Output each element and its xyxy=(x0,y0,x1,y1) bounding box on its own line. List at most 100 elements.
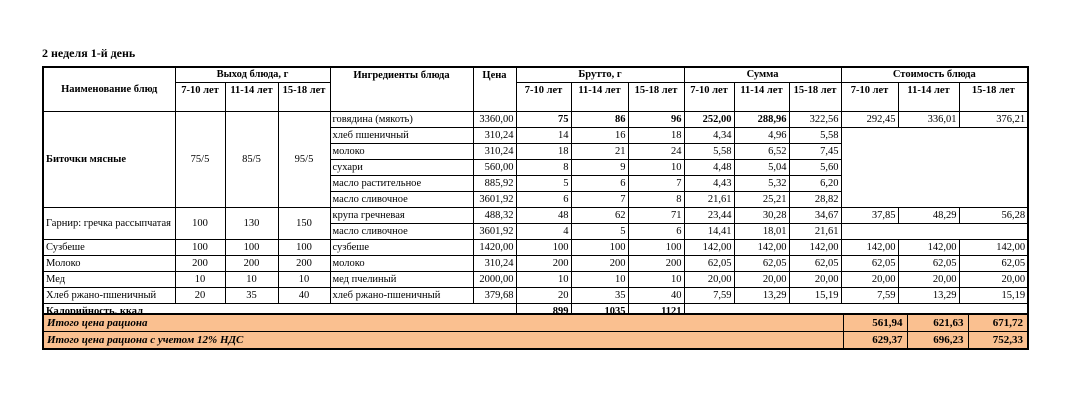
cell-sum: 23,44 xyxy=(683,207,735,224)
totals-row-vat: Итого цена рациона с учетом 12% НДС 629,… xyxy=(42,331,1029,350)
cell-sum: 4,48 xyxy=(683,159,735,176)
cell-cost: 62,05 xyxy=(958,255,1029,272)
col-header-age-7-10: 7-10 лет xyxy=(840,82,899,112)
cell-price: 310,24 xyxy=(472,143,517,160)
table-row: Биточки мясные 75/5 85/5 95/5 говядина (… xyxy=(42,111,1029,208)
col-header-age-11-14: 11-14 лет xyxy=(733,82,790,112)
table-row: Хлеб ржано-пшеничный 20 35 40 хлеб ржано… xyxy=(42,287,1029,304)
cell-cost: 20,00 xyxy=(840,271,899,288)
sheet-title: 2 неделя 1-й день xyxy=(42,46,136,60)
cell-ingredient: хлеб пшеничный xyxy=(329,127,474,144)
cell-output: 40 xyxy=(277,287,331,304)
cell-price: 560,00 xyxy=(472,159,517,176)
cell-gross: 40 xyxy=(627,287,685,304)
cell-output: 10 xyxy=(277,271,331,288)
cell-sum: 4,34 xyxy=(683,127,735,144)
menu-table: Наименование блюд Выход блюда, г Ингреди… xyxy=(42,66,1030,321)
cell-gross: 6 xyxy=(515,191,572,208)
cell-gross: 86 xyxy=(570,111,629,128)
cell-output: 150 xyxy=(277,207,331,240)
table-row: молоко 310,24 18 21 24 5,58 6,52 7,45 xyxy=(43,143,1028,160)
cell-cost: 62,05 xyxy=(840,255,899,272)
cell-cost: 20,00 xyxy=(958,271,1029,288)
cell-gross: 10 xyxy=(627,271,685,288)
cell-ingredient: хлеб ржано-пшеничный xyxy=(329,287,474,304)
cell-output: 100 xyxy=(277,239,331,256)
totals-row: Итого цена рациона 561,94 621,63 671,72 xyxy=(42,313,1029,332)
totals-table: Итого цена рациона 561,94 621,63 671,72 … xyxy=(42,313,1029,350)
cell-output: 10 xyxy=(224,271,279,288)
total-value: 752,33 xyxy=(967,331,1029,350)
cell-sum: 142,00 xyxy=(733,239,790,256)
cell-output: 20 xyxy=(174,287,226,304)
cell-gross: 5 xyxy=(515,175,572,192)
cell-sum: 5,58 xyxy=(788,127,842,144)
col-header-output-group: Выход блюда, г xyxy=(174,66,331,83)
cell-price: 3360,00 xyxy=(472,111,517,128)
cell-ingredient: масло сливочное xyxy=(329,191,474,208)
total-value: 561,94 xyxy=(842,313,908,332)
cell-cost: 142,00 xyxy=(897,239,960,256)
total-value: 629,37 xyxy=(842,331,908,350)
total-label: Итого цена рациона xyxy=(42,313,844,332)
cell-gross: 35 xyxy=(570,287,629,304)
table-row: Сузбеше 100 100 100 сузбеше 1420,00 100 … xyxy=(42,239,1029,256)
cell-output: 200 xyxy=(224,255,279,272)
header-age-row: 7-10 лет 11-14 лет 15-18 лет 7-10 лет 11… xyxy=(43,82,1029,112)
table-row: Молоко 200 200 200 молоко 310,24 200 200… xyxy=(42,255,1029,272)
cell-cost: 142,00 xyxy=(840,239,899,256)
cell-sum: 5,58 xyxy=(683,143,735,160)
cell-gross: 10 xyxy=(627,159,685,176)
cell-output: 10 xyxy=(174,271,226,288)
cell-sum: 5,04 xyxy=(733,159,790,176)
cell-cost: 20,00 xyxy=(897,271,960,288)
cell-sum: 62,05 xyxy=(788,255,842,272)
col-header-age-15-18: 15-18 лет xyxy=(627,82,685,112)
cell-gross: 7 xyxy=(627,175,685,192)
cell-gross: 8 xyxy=(627,191,685,208)
cell-gross: 21 xyxy=(570,143,629,160)
cell-sum: 4,43 xyxy=(683,175,735,192)
cell-output: 200 xyxy=(277,255,331,272)
cell-output: 100 xyxy=(174,207,226,240)
cell-ingredient: говядина (мякоть) xyxy=(329,111,474,128)
col-header-age-7-10: 7-10 лет xyxy=(174,82,226,112)
cell-sum: 62,05 xyxy=(733,255,790,272)
cell-gross: 14 xyxy=(515,127,572,144)
table-row: масло растительное 885,92 5 6 7 4,43 5,3… xyxy=(43,175,1028,192)
cell-cost: 336,01 xyxy=(897,111,960,128)
cell-output: 35 xyxy=(224,287,279,304)
cell-sum: 20,00 xyxy=(683,271,735,288)
cell-ingredient: сузбеше xyxy=(329,239,474,256)
cell-cost: 7,59 xyxy=(840,287,899,304)
col-header-age-7-10: 7-10 лет xyxy=(683,82,735,112)
col-header-dish-name: Наименование блюд xyxy=(42,66,176,112)
table-row: Мед 10 10 10 мед пчелиный 2000,00 10 10 … xyxy=(42,271,1029,288)
col-header-sum-group: Сумма xyxy=(683,66,842,83)
cell-dish-name: Биточки мясные xyxy=(42,111,176,208)
cell-price: 1420,00 xyxy=(472,239,517,256)
cell-sum: 21,61 xyxy=(683,191,735,208)
cell-cost: 48,29 xyxy=(897,207,960,224)
col-header-price: Цена xyxy=(472,66,517,112)
cell-sum: 142,00 xyxy=(683,239,735,256)
col-header-cost-group: Стоимость блюда xyxy=(840,66,1029,83)
cell-dish-name: Сузбеше xyxy=(42,239,176,256)
cell-cost: 37,85 xyxy=(840,207,899,224)
col-header-age-11-14: 11-14 лет xyxy=(224,82,279,112)
cell-price: 2000,00 xyxy=(472,271,517,288)
cell-gross: 6 xyxy=(570,175,629,192)
col-header-age-15-18: 15-18 лет xyxy=(958,82,1029,112)
col-header-gross-group: Брутто, г xyxy=(515,66,685,83)
cell-sum: 21,61 xyxy=(788,223,842,240)
cell-gross: 16 xyxy=(570,127,629,144)
cell-cost: 376,21 xyxy=(958,111,1029,128)
col-header-age-11-14: 11-14 лет xyxy=(897,82,960,112)
cell-sum: 6,20 xyxy=(788,175,842,192)
cell-price: 310,24 xyxy=(472,127,517,144)
cell-cost: 62,05 xyxy=(897,255,960,272)
cell-ingredient: молоко xyxy=(329,255,474,272)
cell-output: 75/5 xyxy=(174,111,226,208)
cell-gross: 75 xyxy=(515,111,572,128)
cell-sum: 20,00 xyxy=(788,271,842,288)
